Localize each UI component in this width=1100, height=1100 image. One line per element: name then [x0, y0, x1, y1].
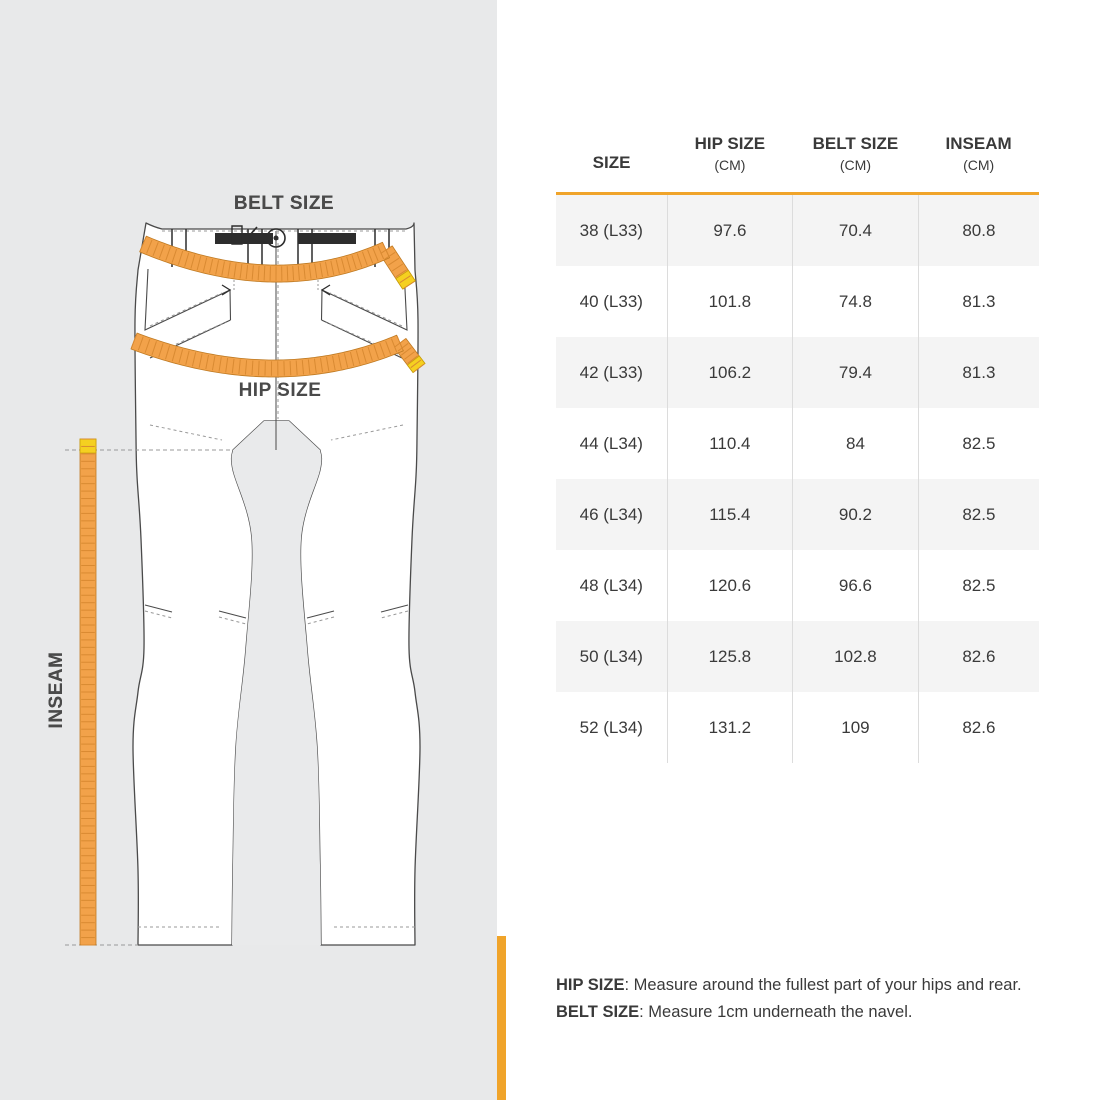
svg-text:HIP SIZE: HIP SIZE: [239, 380, 322, 401]
svg-text:INSEAM: INSEAM: [46, 652, 67, 729]
svg-text:BELT SIZE: BELT SIZE: [234, 193, 334, 214]
